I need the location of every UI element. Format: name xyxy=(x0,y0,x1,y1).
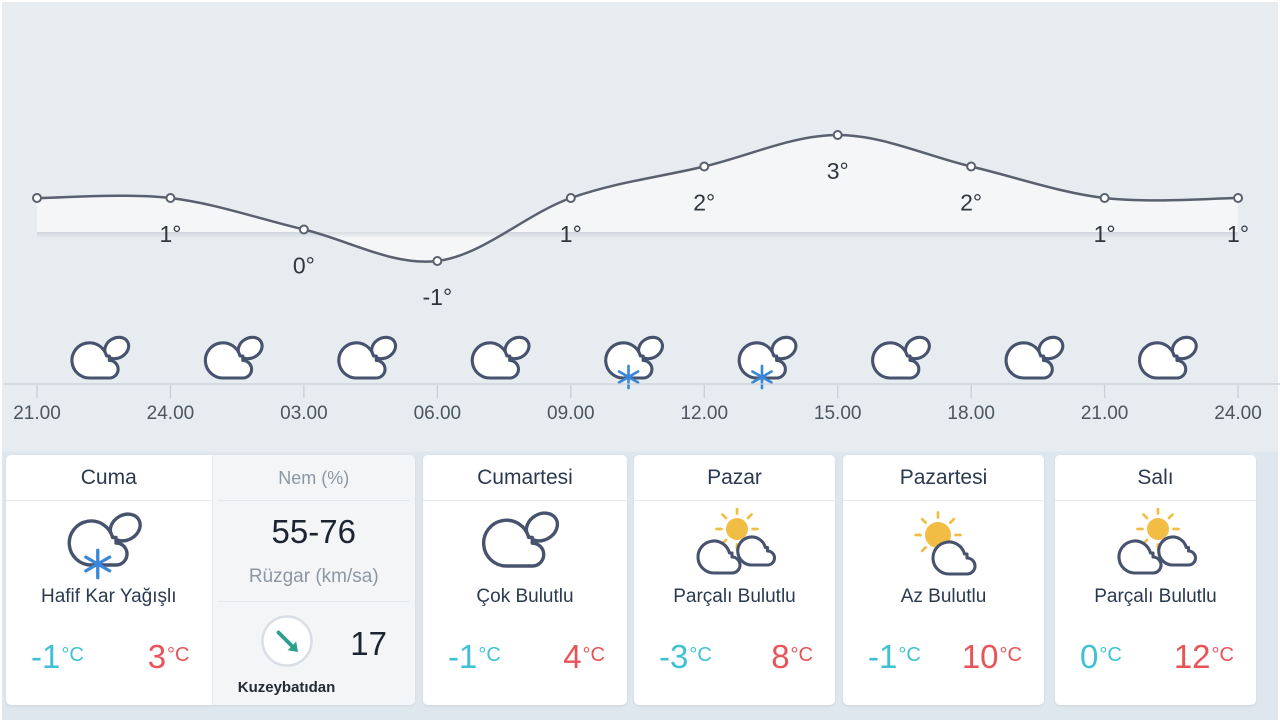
svg-text:09.00: 09.00 xyxy=(547,403,595,424)
day-name: Cumartesi xyxy=(423,455,627,501)
min-temp: -1°C xyxy=(31,638,84,675)
svg-text:12.00: 12.00 xyxy=(680,403,728,424)
icon-slot xyxy=(843,504,1044,584)
max-temp: 10°C xyxy=(961,638,1022,675)
icon-slot xyxy=(634,504,835,584)
condition-label: Parçalı Bulutlu xyxy=(673,586,796,607)
wind-direction-arrow-icon xyxy=(260,615,313,667)
temps-row: -1°C 10°C xyxy=(868,638,1022,676)
day-card-pazar[interactable]: Pazar Parçalı Bulutlu -3°C 8°C xyxy=(634,455,835,705)
mostly-sunny-icon xyxy=(913,511,976,576)
condition-label: Çok Bulutlu xyxy=(476,586,574,607)
min-temp: -1°C xyxy=(868,638,921,675)
svg-text:1°: 1° xyxy=(1094,221,1116,247)
svg-text:1°: 1° xyxy=(560,221,582,247)
svg-text:0°: 0° xyxy=(293,253,315,279)
divider xyxy=(217,500,410,501)
svg-text:21.00: 21.00 xyxy=(13,403,61,424)
temps-row: -1°C 4°C xyxy=(448,638,605,676)
svg-text:3°: 3° xyxy=(827,158,849,184)
max-temp: 8°C xyxy=(771,638,813,675)
snowflake-icon xyxy=(83,548,112,580)
day-card-sali[interactable]: Salı Parçalı Bulutlu 0°C 12°C xyxy=(1055,455,1256,705)
condition-label: Hafif Kar Yağışlı xyxy=(40,586,177,607)
day-name: Pazartesi xyxy=(843,455,1044,501)
day-card-cuma[interactable]: Cuma Hafif Kar Yağışlı -1°C 3°C xyxy=(6,455,212,705)
icon-slot xyxy=(1055,504,1256,584)
snow-cloud-icon xyxy=(67,512,142,580)
svg-text:1°: 1° xyxy=(1227,221,1249,247)
wind-label: Rüzgar (km/sa) xyxy=(248,566,379,587)
day-name: Salı xyxy=(1055,455,1256,501)
day-card-cumartesi[interactable]: Cumartesi Çok Bulutlu -1°C 4°C xyxy=(423,455,627,705)
temperature-line-chart: 21.00 24.00 03.00 06.00 09.00 12.00 15.00 18.00… xyxy=(4,130,1280,424)
divider xyxy=(217,601,410,602)
condition-label: Parçalı Bulutlu xyxy=(1094,586,1217,607)
icon-slot xyxy=(6,504,212,584)
min-temp: 0°C xyxy=(1080,638,1122,675)
max-temp: 3°C xyxy=(147,638,190,675)
svg-text:1°: 1° xyxy=(159,221,181,247)
day-name: Pazar xyxy=(634,455,835,501)
svg-text:03.00: 03.00 xyxy=(280,403,328,424)
svg-text:18.00: 18.00 xyxy=(947,403,995,424)
svg-text:15.00: 15.00 xyxy=(814,403,862,424)
max-temp: 12°C xyxy=(1173,638,1234,675)
icon-slot xyxy=(423,504,627,584)
wind-direction-label: Kuzeybatıdan xyxy=(237,679,336,696)
svg-text:24.00: 24.00 xyxy=(1214,403,1262,424)
today-forecast-card: Cuma Hafif Kar Yağışlı -1°C 3°C Nem (%) … xyxy=(6,455,415,705)
hourly-forecast-chart: 21.00 24.00 03.00 06.00 09.00 12.00 15.00 18.00… xyxy=(2,2,1280,452)
partly-cloudy-icon xyxy=(695,508,776,575)
max-temp: 4°C xyxy=(563,638,605,675)
temps-row: -3°C 8°C xyxy=(659,638,813,676)
wind-speed-value: 17 xyxy=(350,625,387,662)
cloudy-icon xyxy=(481,511,560,568)
day-name: Cuma xyxy=(6,455,212,501)
humidity-label: Nem (%) xyxy=(278,468,350,488)
temps-row: -1°C 3°C xyxy=(31,638,190,676)
partly-cloudy-icon xyxy=(1116,508,1197,575)
condition-label: Az Bulutlu xyxy=(900,586,987,607)
min-temp: -3°C xyxy=(659,638,712,675)
temps-row: 0°C 12°C xyxy=(1080,638,1234,676)
svg-text:24.00: 24.00 xyxy=(147,403,195,424)
svg-text:21.00: 21.00 xyxy=(1081,403,1129,424)
svg-text:06.00: 06.00 xyxy=(414,403,462,424)
humidity-wind-panel: Nem (%) 55-76 Rüzgar (km/sa) Kuzeybatıda… xyxy=(211,455,415,705)
humidity-value: 55-76 xyxy=(271,513,356,550)
svg-text:2°: 2° xyxy=(960,190,982,216)
min-temp: -1°C xyxy=(448,638,501,675)
sun-icon xyxy=(714,508,759,551)
svg-text:2°: 2° xyxy=(693,190,715,216)
day-card-pazartesi[interactable]: Pazartesi Az Bulutlu -1°C 10°C xyxy=(843,455,1044,705)
svg-text:-1°: -1° xyxy=(423,284,453,310)
